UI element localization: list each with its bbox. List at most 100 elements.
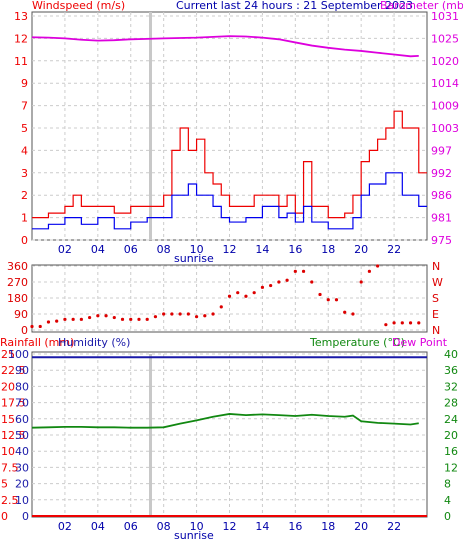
direction-degree-label: 180 [7,292,28,305]
x-tick-label: 12 [223,520,237,533]
direction-point [236,291,240,295]
barometer-tick-label: 1009 [431,100,459,113]
direction-grid [32,265,427,331]
direction-point [285,278,289,282]
barometer-tick-label: 1020 [431,55,459,68]
barometer-tick-label: 1014 [431,77,459,90]
x-tick-label: 14 [255,520,269,533]
x-tick-label: 10 [190,243,204,256]
rainfall-tick-label: 10 [1,445,15,458]
humidity-y-ticks: 0 10 20 30 40 50 60 70 80 90 100 [8,348,29,523]
rainfall-tick-label: 20 [1,380,15,393]
barometer-tick-label: 975 [431,234,452,247]
humidity-tick-label: 50 [15,429,29,442]
wind-series [31,35,427,230]
temperature-tick-label: 0 [444,510,451,523]
windspeed-series-line [32,172,427,230]
temperature-tick-label: 24 [444,413,458,426]
direction-degree-label: 270 [7,276,28,289]
rainfall-tick-label: 12.5 [1,429,26,442]
direction-point [153,315,158,319]
direction-point [260,285,265,289]
humidity-tick-label: 40 [15,445,29,458]
direction-point [120,317,125,321]
windspeed-tick-label: 11 [14,55,28,68]
gust-series-line [32,110,427,219]
x-tick-label: 20 [354,520,368,533]
direction-point [112,315,116,320]
barometer-series-line [31,35,419,58]
x-tick-label: 16 [288,243,302,256]
panel-humidity-temperature: Rainfall (mm) Humidity (%) Temperature (… [0,336,458,542]
direction-point [170,312,174,316]
direction-point [145,317,149,321]
direction-point [244,294,248,298]
windspeed-tick-label: 7 [21,100,28,113]
direction-point [277,280,281,284]
direction-point [137,317,141,321]
direction-point [186,312,190,316]
barometer-tick-label: 997 [431,144,452,157]
chart-title: Current last 24 hours : 21 September 202… [176,0,413,12]
humidity-tick-label: 70 [15,397,29,410]
barometer-tick-label: 1025 [431,32,459,45]
x-tick-label: 12 [223,243,237,256]
direction-point [219,305,223,309]
windspeed-tick-label: 2 [21,189,28,202]
barometer-tick-label: 986 [431,189,452,202]
panel-wind-barometer: Windspeed (m/s) Current last 24 hours : … [14,0,463,265]
direction-point [417,321,421,325]
rainfall-tick-label: 25 [1,348,15,361]
humidity-tick-label: 90 [15,364,29,377]
barometer-tick-label: 992 [431,167,452,180]
rainfall-tick-label: 15 [1,413,15,426]
temperature-tick-label: 20 [444,429,458,442]
direction-point [88,315,92,320]
windspeed-tick-label: 3 [21,167,28,180]
direction-degree-label: 90 [14,308,28,321]
humidity-tick-label: 80 [15,380,29,393]
direction-point [79,317,83,321]
humidity-tick-label: 30 [15,461,29,474]
humidity-x-ticks: 02 04 06 08 10 12 14 16 18 20 22 [58,520,401,533]
humidity-tick-label: 0 [22,510,29,523]
temperature-tick-label: 8 [444,478,451,491]
humidity-tick-label: 60 [15,413,29,426]
humidity-tick-label: 10 [15,494,29,507]
x-tick-label: 22 [387,520,401,533]
x-tick-label: 18 [321,520,335,533]
direction-compass-label: W [432,276,443,289]
direction-point [310,280,314,284]
sunrise-label-top: sunrise [174,252,214,265]
x-tick-label: 10 [190,520,204,533]
barometer-tick-label: 981 [431,212,452,225]
x-tick-label: 22 [387,243,401,256]
x-tick-label: 02 [58,520,72,533]
rainfall-tick-label: 2.5 [1,494,19,507]
x-tick-label: 06 [124,520,138,533]
temperature-tick-label: 36 [444,364,458,377]
windspeed-tick-label: 4 [21,144,28,157]
dewpoint-axis-title: Dew Point [392,336,448,349]
humidity-series [31,356,427,517]
barometer-tick-label: 1003 [431,122,459,135]
direction-point [351,312,355,316]
direction-point [392,321,396,325]
direction-compass-label: N [432,324,440,337]
direction-point [46,320,51,324]
direction-point [343,310,347,314]
temperature-tick-label: 12 [444,461,458,474]
temperature-tick-label: 4 [444,494,451,507]
humidity-axis-title: Humidity (%) [58,336,130,349]
x-tick-label: 20 [354,243,368,256]
temperature-y-ticks: 0 4 8 12 16 20 24 28 32 36 40 [444,348,458,523]
direction-point [252,291,256,295]
humidity-tick-label: 100 [8,348,29,361]
barometer-y-ticks: 975 981 986 992 997 1003 1009 1014 1020 1025 1031 [431,10,459,247]
windspeed-tick-label: 12 [14,32,28,45]
windspeed-axis-title: Windspeed (m/s) [32,0,125,12]
sunrise-label-bottom: sunrise [174,529,214,542]
